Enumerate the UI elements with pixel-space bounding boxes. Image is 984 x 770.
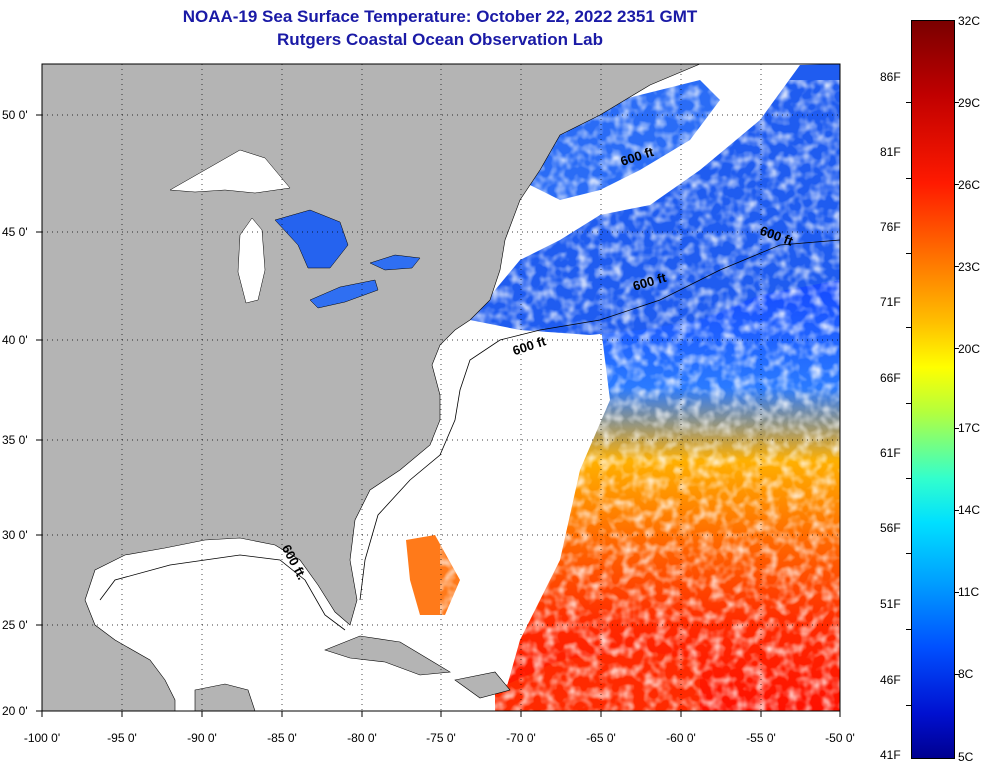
colorbar-celsius-label: 20C [958,342,981,356]
map-subtitle: Rutgers Coastal Ocean Observation Lab [277,30,603,49]
lon-label: -95 0' [107,731,137,745]
graticule [42,64,840,711]
lake-erie [309,279,379,309]
colorbar-fahrenheit-label: 61F [880,446,901,460]
colorbar-celsius-label: 11C [958,585,980,599]
lake-superior [169,149,291,194]
colorbar-tick [906,102,911,103]
colorbar-tick [906,327,911,328]
lat-label: 20 0' [2,704,28,718]
lon-label: -100 0' [23,731,61,745]
colorbar-celsius-label: 5C [958,750,974,764]
colorbar-tick [954,102,959,103]
lake-michigan [237,217,266,304]
lat-label: 50 0' [2,108,28,122]
colorbar-fahrenheit-label: 56F [880,521,901,535]
lat-label: 35 0' [2,433,28,447]
lon-label: -75 0' [426,731,456,745]
lon-label: -90 0' [187,731,217,745]
lon-label: -50 0' [825,731,855,745]
map-title: NOAA-19 Sea Surface Temperature: October… [182,7,698,26]
colorbar-tick [906,478,911,479]
colorbar-fahrenheit-label: 81F [880,145,901,159]
colorbar-tick [906,178,911,179]
lon-label: -65 0' [586,731,616,745]
colorbar-fahrenheit-label: 66F [880,371,901,385]
colorbar-tick [954,674,959,675]
yucatan [194,683,256,711]
colorbar-tick [954,266,959,267]
lon-label: -85 0' [267,731,297,745]
colorbar-celsius-label: 14C [958,503,981,517]
lat-label: 30 0' [2,528,28,542]
colorbar-fahrenheit-label: 51F [880,597,901,611]
depth-contour [99,239,840,631]
colorbar-fahrenheit-label: 86F [880,70,901,84]
colorbar-celsius-label: 29C [958,96,981,110]
colorbar-fahrenheit-label: 76F [880,220,901,234]
colorbar-tick [906,403,911,404]
colorbar-celsius-label: 32C [958,14,981,28]
lon-label: -55 0' [746,731,776,745]
colorbar-fahrenheit-label: 41F [880,748,901,762]
lon-label: -80 0' [347,731,377,745]
lon-label: -70 0' [506,731,536,745]
colorbar-celsius-label: 8C [958,667,974,681]
hispaniola [454,671,511,699]
colorbar-celsius-label: 17C [958,421,981,435]
lon-label: -60 0' [666,731,696,745]
lat-label: 40 0' [2,333,28,347]
lake-ontario [369,254,421,271]
colorbar-tick [906,253,911,254]
colorbar-celsius-label: 23C [958,260,981,274]
lat-label: 45 0' [2,225,28,239]
lat-label: 25 0' [2,618,28,632]
colorbar-tick [906,629,911,630]
colorbar-tick [954,348,959,349]
north-america-land [42,64,840,711]
colorbar-tick [954,510,959,511]
colorbar-tick [954,428,959,429]
colorbar-tick [906,553,911,554]
colorbar-tick [954,184,959,185]
colorbar-fahrenheit-label: 71F [880,295,901,309]
temperature-colorbar [911,20,955,759]
colorbar-tick [954,592,959,593]
colorbar-fahrenheit-label: 46F [880,673,901,687]
colorbar-tick [906,705,911,706]
colorbar-celsius-label: 26C [958,178,981,192]
lake-huron [274,209,349,269]
